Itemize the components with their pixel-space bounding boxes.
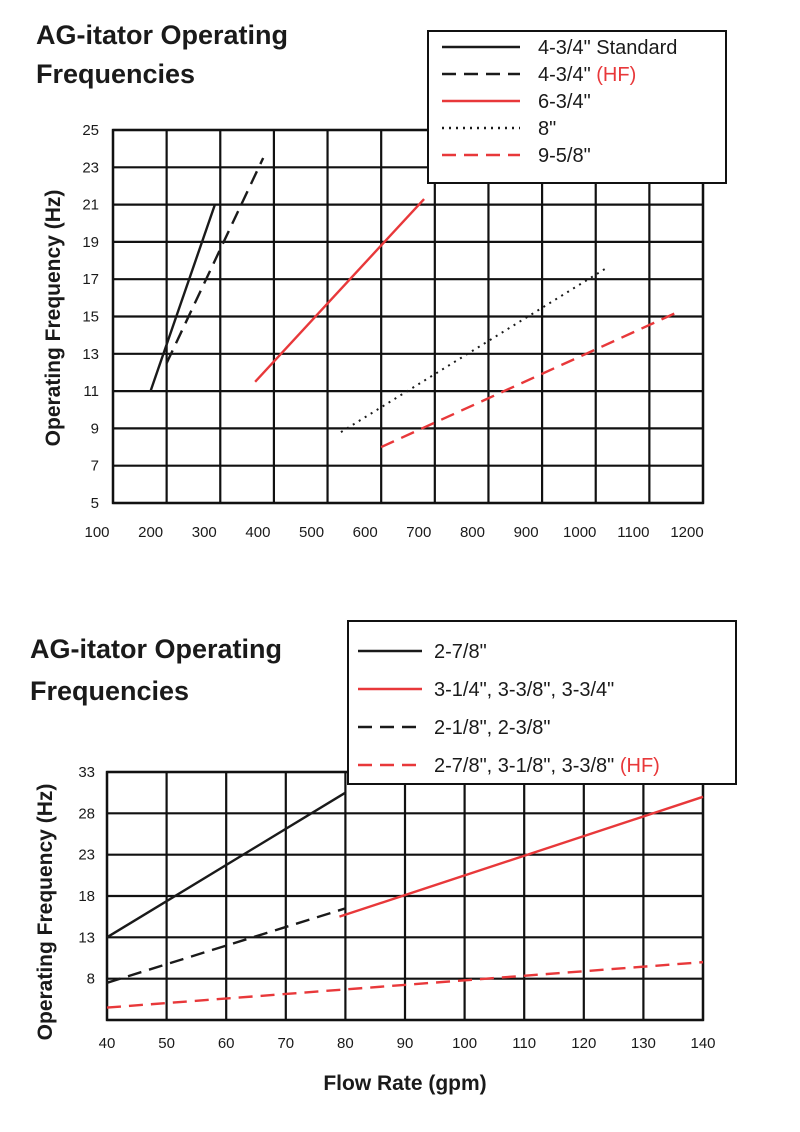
series-line-0 <box>149 204 217 392</box>
y-tick-label: 33 <box>78 764 95 781</box>
series-line-2 <box>106 907 346 984</box>
x-tick-label: 100 <box>84 524 109 541</box>
y-tick-label: 13 <box>78 929 95 946</box>
x-tick-label: 900 <box>514 524 539 541</box>
y-tick-label: 13 <box>82 346 99 363</box>
x-tick-label: 110 <box>512 1035 536 1052</box>
chart-bottom-xlabel: Flow Rate (gpm) <box>323 1072 486 1095</box>
legend: 4-3/4" Standard 4-3/4" (HF) 6-3/4" 8" 9-5/8" <box>427 30 727 184</box>
series-line-2 <box>254 198 425 383</box>
legend-entry-label: 6-3/4" <box>538 91 591 113</box>
x-tick-label: 1200 <box>670 524 703 541</box>
y-tick-label: 17 <box>82 271 99 288</box>
x-tick-label: 300 <box>192 524 217 541</box>
chart-bottom-title-line-1: AG-itator Operating <box>30 634 282 664</box>
x-tick-label: 90 <box>397 1035 414 1052</box>
x-tick-label: 80 <box>337 1035 354 1052</box>
x-tick-label: 800 <box>460 524 485 541</box>
x-tick-label: 100 <box>452 1035 477 1052</box>
series-line-4 <box>380 311 677 449</box>
chart-top-title-line-1: AG-itator Operating <box>36 20 288 50</box>
y-tick-label: 8 <box>87 971 95 988</box>
legend-entry-label: 2-7/8", 3-1/8", 3-3/8" (HF) <box>434 755 660 777</box>
x-tick-label: 40 <box>99 1035 116 1052</box>
legend-entry-label: 8" <box>538 118 556 140</box>
x-tick-label: 1000 <box>563 524 596 541</box>
series-line-3 <box>340 267 607 433</box>
chart-top: AG-itator Operating Frequencies Operatin… <box>36 20 727 541</box>
legend-entry-label: 3-1/4", 3-3/8", 3-3/4" <box>434 679 614 701</box>
x-tick-label: 500 <box>299 524 324 541</box>
grid <box>111 128 705 505</box>
series-line-1 <box>165 157 265 364</box>
y-tick-label: 18 <box>78 888 95 905</box>
y-tick-label: 9 <box>91 420 99 437</box>
x-tick-label: 1100 <box>617 524 649 541</box>
legend-entry-label: 2-7/8" <box>434 641 487 663</box>
y-tick-label: 7 <box>91 458 99 475</box>
legend: 2-7/8" 3-1/4", 3-3/8", 3-3/4" 2-1/8", 2-3/… <box>347 620 737 785</box>
x-tick-label: 140 <box>690 1035 715 1052</box>
x-tick-label: 130 <box>631 1035 656 1052</box>
y-tick-label: 5 <box>91 495 99 512</box>
x-tick-label: 600 <box>353 524 378 541</box>
legend-entry-label: 4-3/4" (HF) <box>538 64 636 86</box>
legend-entry-label: 9-5/8" <box>538 145 591 167</box>
chart-bottom: AG-itator Operating Frequencies Operatin… <box>30 620 737 1095</box>
chart-top-ylabel: Operating Frequency (Hz) <box>42 190 65 447</box>
x-tick-label: 60 <box>218 1035 235 1052</box>
plot-frame <box>111 128 705 505</box>
x-tick-label: 120 <box>571 1035 596 1052</box>
y-tick-label: 11 <box>83 383 99 400</box>
y-tick-label: 19 <box>82 234 99 251</box>
y-tick-label: 21 <box>82 197 99 214</box>
y-tick-label: 23 <box>78 847 95 864</box>
y-tick-label: 25 <box>82 122 99 139</box>
legend-entry-label: 2-1/8", 2-3/8" <box>434 717 550 739</box>
chart-top-title-line-2: Frequencies <box>36 59 195 89</box>
x-tick-label: 700 <box>406 524 431 541</box>
chart-bottom-title-line-2: Frequencies <box>30 676 189 706</box>
series-line-1 <box>339 795 704 918</box>
x-tick-label: 50 <box>158 1035 175 1052</box>
x-tick-label: 70 <box>277 1035 294 1052</box>
legend-entry-label: 4-3/4" Standard <box>538 37 677 59</box>
y-tick-label: 28 <box>78 805 95 822</box>
legend-box <box>347 620 737 785</box>
y-tick-label: 15 <box>82 309 99 326</box>
series-line-0 <box>106 791 347 939</box>
series-line-3 <box>106 960 704 1009</box>
chart-bottom-ylabel: Operating Frequency (Hz) <box>34 784 57 1041</box>
x-tick-label: 200 <box>138 524 163 541</box>
y-tick-label: 23 <box>82 159 99 176</box>
x-tick-label: 400 <box>245 524 270 541</box>
legend-box <box>427 30 727 184</box>
